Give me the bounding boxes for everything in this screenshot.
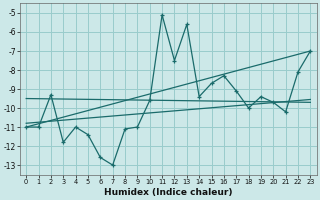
X-axis label: Humidex (Indice chaleur): Humidex (Indice chaleur): [104, 188, 233, 197]
